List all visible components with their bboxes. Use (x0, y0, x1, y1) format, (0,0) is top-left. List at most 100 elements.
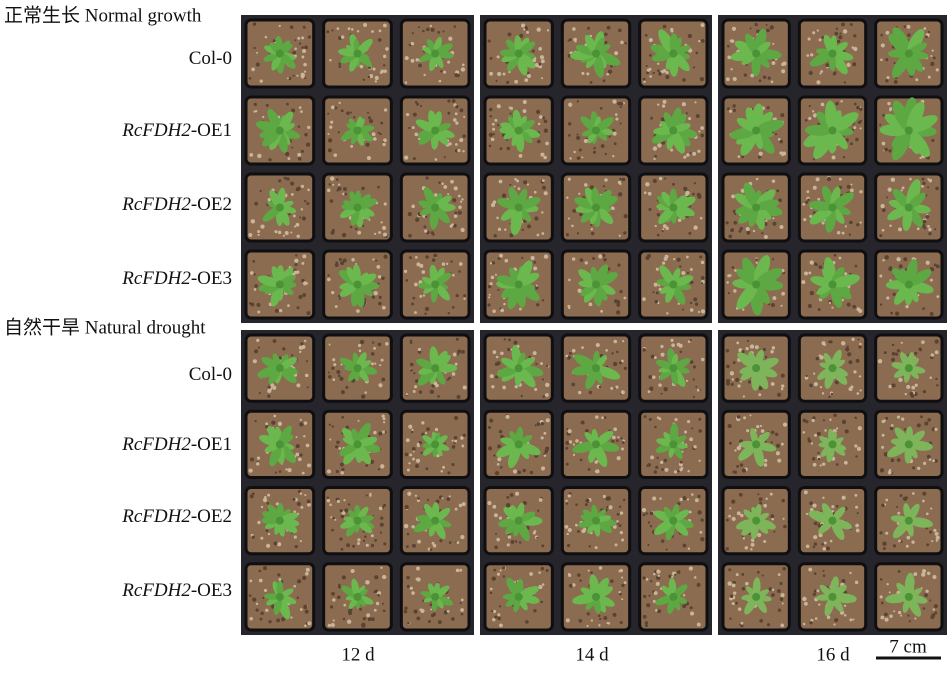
soil-grain (460, 436, 464, 440)
soil-grain (608, 135, 611, 138)
soil-grain (451, 372, 456, 376)
soil-grain (374, 80, 378, 83)
soil-grain (417, 539, 421, 544)
soil-grain (731, 516, 736, 521)
soil-grain (664, 467, 669, 472)
soil-grain (411, 204, 415, 209)
soil-grain (457, 349, 462, 354)
leaf (665, 284, 675, 303)
soil-grain (431, 384, 435, 388)
soil-grain (502, 72, 506, 76)
soil-grain (692, 151, 697, 156)
soil-grain (404, 155, 409, 160)
leaf (279, 52, 296, 69)
soil-grain (406, 575, 410, 580)
soil-grain (606, 72, 610, 76)
soil-grain (848, 360, 853, 365)
soil-grain (565, 233, 570, 237)
soil-grain (879, 595, 883, 599)
soil-grain (622, 339, 625, 343)
soil-grain (648, 53, 652, 57)
soil-grain (427, 620, 431, 624)
soil-grain (529, 572, 533, 576)
soil-grain (674, 418, 678, 422)
soil-grain (725, 378, 731, 384)
soil-grain (898, 227, 902, 232)
leaf (259, 434, 280, 447)
soil-grain (408, 256, 412, 260)
soil-grain (935, 68, 939, 72)
soil-grain (260, 536, 264, 540)
soil-grain (307, 463, 311, 468)
soil-grain (922, 607, 926, 610)
soil-grain (880, 33, 884, 37)
soil-grain (406, 545, 409, 549)
soil-grain (856, 446, 862, 451)
soil-grain (436, 454, 440, 458)
soil-grain (364, 535, 367, 538)
soil-grain (373, 346, 376, 350)
soil-grain (506, 146, 511, 151)
soil-grain (327, 138, 333, 143)
soil-grain (453, 25, 457, 28)
soil-grain (809, 501, 813, 506)
soil-grain (782, 422, 788, 427)
soil-grain (256, 456, 261, 460)
soil-grain (899, 494, 903, 497)
soil-grain (884, 255, 889, 260)
soil-grain (292, 497, 296, 501)
soil-grain (293, 270, 298, 275)
soil-grain (693, 297, 698, 302)
row-label: RcFDH2-OE2 (121, 194, 232, 215)
soil-grain (414, 100, 418, 104)
soil-grain (613, 299, 619, 304)
soil-grain (410, 58, 415, 63)
soil-grain (900, 614, 903, 617)
soil-grain (429, 603, 433, 607)
soil-grain (460, 608, 464, 612)
soil-grain (844, 272, 848, 276)
soil-grain (526, 30, 530, 34)
leaf (908, 430, 925, 446)
soil-grain (431, 258, 436, 262)
soil-grain (739, 226, 744, 231)
soil-grain (501, 193, 507, 198)
soil-grain (653, 591, 658, 596)
leaf (908, 115, 938, 133)
soil-grain (647, 390, 651, 394)
soil-grain (371, 341, 375, 344)
soil-grain (781, 602, 784, 605)
soil-grain (248, 594, 252, 598)
soil-grain (656, 212, 661, 217)
soil-grain (347, 503, 351, 506)
soil-grain (540, 152, 545, 157)
soil-grain (412, 157, 416, 161)
leaf (744, 596, 758, 615)
soil-grain (374, 362, 377, 365)
soil-grain (448, 541, 452, 544)
soil-grain (530, 255, 535, 261)
soil-grain (621, 538, 625, 542)
soil-grain (658, 417, 662, 421)
soil-grain (452, 118, 457, 122)
section-title: 自然干旱 Natural drought (4, 316, 206, 338)
leaf (357, 283, 373, 297)
soil-grain (334, 263, 339, 268)
soil-grain (425, 176, 429, 180)
soil-grain (504, 258, 509, 263)
soil-grain (522, 100, 527, 105)
soil-grain (936, 295, 940, 298)
soil-grain (817, 451, 820, 455)
soil-grain (383, 202, 387, 206)
soil-grain (598, 624, 601, 627)
soil-grain (337, 131, 340, 134)
soil-grain (385, 47, 389, 51)
soil-grain (683, 155, 687, 159)
soil-grain (500, 434, 504, 439)
leaf (349, 53, 360, 72)
rosette-center (904, 203, 913, 212)
soil-grain (620, 447, 625, 451)
rosette-center (828, 126, 837, 135)
leaf (750, 427, 758, 445)
soil-grain (763, 503, 768, 508)
